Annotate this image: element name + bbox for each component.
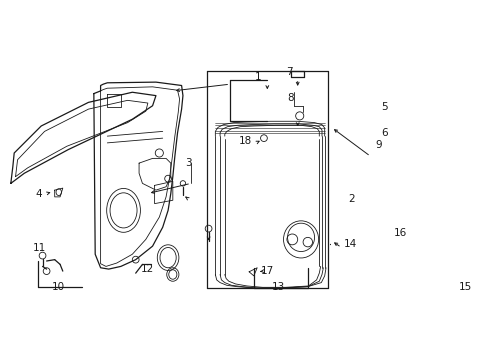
Text: 15: 15 — [459, 282, 472, 292]
Text: 1: 1 — [255, 72, 262, 82]
Text: 3: 3 — [185, 158, 192, 168]
Text: 12: 12 — [141, 264, 154, 274]
Text: 5: 5 — [381, 102, 388, 112]
Text: 4: 4 — [35, 189, 42, 198]
Text: 2: 2 — [348, 194, 355, 204]
Text: 9: 9 — [375, 140, 382, 150]
Text: 18: 18 — [239, 136, 252, 146]
Text: 7: 7 — [286, 67, 293, 77]
Text: 16: 16 — [393, 228, 407, 238]
Text: 6: 6 — [381, 128, 388, 138]
Text: 11: 11 — [33, 243, 47, 252]
Text: 13: 13 — [272, 282, 285, 292]
Text: 17: 17 — [261, 266, 274, 276]
Text: 8: 8 — [288, 93, 294, 103]
Text: 10: 10 — [52, 282, 65, 292]
Text: 14: 14 — [343, 239, 357, 249]
